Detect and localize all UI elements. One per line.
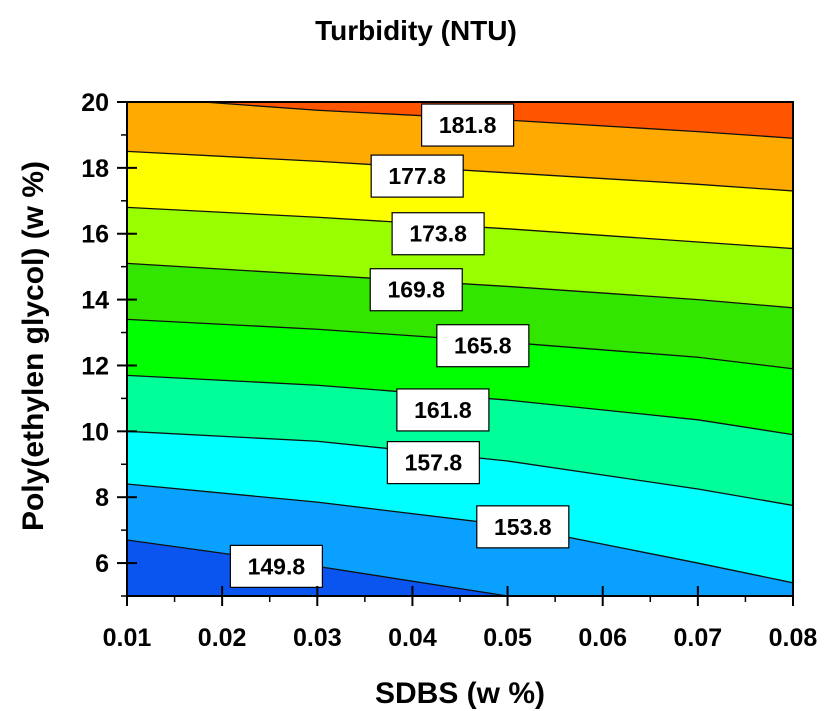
y-axis-label: Poly(ethylen glycol) (w %) <box>17 161 50 531</box>
axes: 0.01 0.02 0.03 0.04 0.05 0.06 0.07 0.08 6 8 10 12 14… <box>81 89 817 652</box>
y-tick-label: 6 <box>95 550 109 578</box>
x-tick-label: 0.02 <box>198 624 247 652</box>
contour-label: 181.8 <box>439 112 497 138</box>
contour-line-177-8 <box>127 150 793 192</box>
chart-title: Turbidity (NTU) <box>315 15 517 46</box>
contour-band-9 <box>203 102 793 139</box>
contour-line-157-8 <box>127 430 793 507</box>
contour-label-box <box>386 441 480 485</box>
x-tick-label: 0.03 <box>293 624 342 652</box>
contour-line-173-8 <box>127 206 793 250</box>
contour-line-149-8 <box>127 539 512 596</box>
contour-label: 177.8 <box>388 163 446 189</box>
x-tick-label: 0.06 <box>578 624 627 652</box>
x-axis-label: SDBS (w %) <box>375 677 545 710</box>
contour-label: 173.8 <box>409 221 467 247</box>
contour-label-box <box>421 103 515 147</box>
y-tick-label: 16 <box>81 221 109 249</box>
contour-line-161-8 <box>127 374 793 436</box>
contour-labels: 149.8 153.8 157.8 161.8 165.8 169.8 173.8 177.8… <box>229 103 570 588</box>
contour-line-181-8 <box>194 102 793 139</box>
x-tick-label: 0.01 <box>103 624 152 652</box>
contour-label: 161.8 <box>414 397 472 423</box>
y-tick-label: 10 <box>81 418 109 446</box>
x-tick-label: 0.05 <box>483 624 532 652</box>
x-tick-label: 0.04 <box>388 624 437 652</box>
y-tick-label: 18 <box>81 155 109 183</box>
y-tick-label: 14 <box>81 287 109 315</box>
contour-label-box <box>476 505 570 549</box>
contour-label-box <box>369 268 463 312</box>
y-tick-label: 12 <box>81 352 109 380</box>
y-tick-label: 20 <box>81 89 109 117</box>
x-tick-label: 0.08 <box>769 624 818 652</box>
contour-label-box <box>391 212 485 256</box>
contour-label: 153.8 <box>494 514 552 540</box>
contour-line-169-8 <box>127 262 793 309</box>
y-tick-label: 8 <box>95 484 109 512</box>
contour-label: 157.8 <box>405 450 463 476</box>
contour-label: 169.8 <box>387 277 445 303</box>
contour-label-box <box>370 154 464 198</box>
contour-label-box <box>396 388 490 432</box>
x-tick-label: 0.07 <box>674 624 723 652</box>
contour-label: 149.8 <box>248 553 306 579</box>
contour-label-box <box>436 324 530 368</box>
contour-label: 165.8 <box>454 333 512 359</box>
contour-label-box <box>229 544 323 588</box>
